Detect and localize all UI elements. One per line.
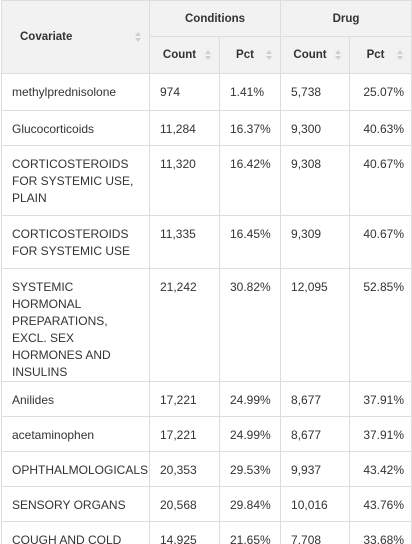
drug-count-cell: 7,708 [280,521,351,544]
drug-pct-cell: 40.67% [349,145,412,216]
column-header-label: Covariate [20,31,73,43]
sort-icon [397,48,404,62]
drug-pct-cell: 33.68% [349,521,412,544]
covariate-cell: COUGH AND COLD PREPARATIONS [1,521,150,544]
column-header-label: Pct [236,49,254,61]
column-header-label: Pct [366,49,385,61]
covariate-cell: SYSTEMIC HORMONAL PREPARATIONS, EXCL. SE… [1,268,150,382]
column-header-drug-count[interactable]: Count [280,36,351,74]
drug-count-cell: 9,308 [280,145,351,216]
sort-icon [135,30,142,44]
conditions-count-cell: 11,284 [149,110,220,146]
table-row: SYSTEMIC HORMONAL PREPARATIONS, EXCL. SE… [1,268,412,382]
conditions-count-cell: 20,353 [149,451,220,487]
conditions-pct-cell: 29.53% [218,451,282,487]
drug-pct-cell: 40.67% [349,215,412,269]
conditions-pct-cell: 16.45% [218,215,282,269]
drug-count-cell: 8,677 [280,381,351,417]
conditions-pct-cell: 30.82% [218,268,282,382]
conditions-pct-cell: 24.99% [218,416,282,452]
column-group-drug: Drug [280,0,412,37]
table-row: COUGH AND COLD PREPARATIONS 14,925 21.65… [1,521,412,544]
table-row: OPHTHALMOLOGICALS 20,353 29.53% 9,937 43… [1,451,412,487]
conditions-pct-cell: 21.65% [218,521,282,544]
drug-count-cell: 8,677 [280,416,351,452]
covariate-cell: acetaminophen [1,416,150,452]
column-header-label: Count [162,49,197,61]
drug-count-cell: 12,095 [280,268,351,382]
table-row: Glucocorticoids 11,284 16.37% 9,300 40.6… [1,110,412,146]
covariate-cell: SENSORY ORGANS [1,486,150,522]
drug-pct-cell: 40.63% [349,110,412,146]
table-row: Anilides 17,221 24.99% 8,677 37.91% [1,381,412,417]
drug-count-cell: 5,738 [280,73,351,111]
conditions-pct-cell: 16.37% [218,110,282,146]
covariate-cell: Glucocorticoids [1,110,150,146]
drug-pct-cell: 25.07% [349,73,412,111]
column-header-label: Count [293,49,327,61]
column-header-conditions-count[interactable]: Count [149,36,220,74]
drug-pct-cell: 43.42% [349,451,412,487]
conditions-count-cell: 17,221 [149,416,220,452]
covariate-cell: CORTICOSTEROIDS FOR SYSTEMIC USE, PLAIN [1,145,150,216]
drug-pct-cell: 37.91% [349,416,412,452]
drug-pct-cell: 43.76% [349,486,412,522]
column-header-drug-pct[interactable]: Pct [349,36,412,74]
table-row: methylprednisolone 974 1.41% 5,738 25.07… [1,73,412,111]
drug-pct-cell: 52.85% [349,268,412,382]
conditions-count-cell: 20,568 [149,486,220,522]
column-header-conditions-pct[interactable]: Pct [218,36,282,74]
conditions-count-cell: 21,242 [149,268,220,382]
drug-count-cell: 10,016 [280,486,351,522]
sort-icon [205,48,212,62]
drug-pct-cell: 37.91% [349,381,412,417]
covariate-cell: methylprednisolone [1,73,150,111]
table-row: acetaminophen 17,221 24.99% 8,677 37.91% [1,416,412,452]
column-group-conditions: Conditions [148,0,282,37]
drug-count-cell: 9,309 [280,215,351,269]
table-row: CORTICOSTEROIDS FOR SYSTEMIC USE, PLAIN … [1,145,412,216]
sort-icon [266,48,273,62]
table-row: SENSORY ORGANS 20,568 29.84% 10,016 43.7… [1,486,412,522]
drug-count-cell: 9,937 [280,451,351,487]
conditions-count-cell: 17,221 [149,381,220,417]
conditions-pct-cell: 1.41% [218,73,282,111]
covariate-cell: CORTICOSTEROIDS FOR SYSTEMIC USE [1,215,150,269]
column-header-covariate[interactable]: Covariate [1,0,150,74]
conditions-count-cell: 14,925 [149,521,220,544]
table-row: CORTICOSTEROIDS FOR SYSTEMIC USE 11,335 … [1,215,412,269]
conditions-pct-cell: 29.84% [218,486,282,522]
covariate-cell: OPHTHALMOLOGICALS [1,451,150,487]
conditions-pct-cell: 16.42% [218,145,282,216]
conditions-count-cell: 11,335 [149,215,220,269]
sort-icon [335,48,342,62]
conditions-count-cell: 11,320 [149,145,220,216]
covariate-cell: Anilides [1,381,150,417]
drug-count-cell: 9,300 [280,110,351,146]
conditions-count-cell: 974 [149,73,220,111]
conditions-pct-cell: 24.99% [218,381,282,417]
